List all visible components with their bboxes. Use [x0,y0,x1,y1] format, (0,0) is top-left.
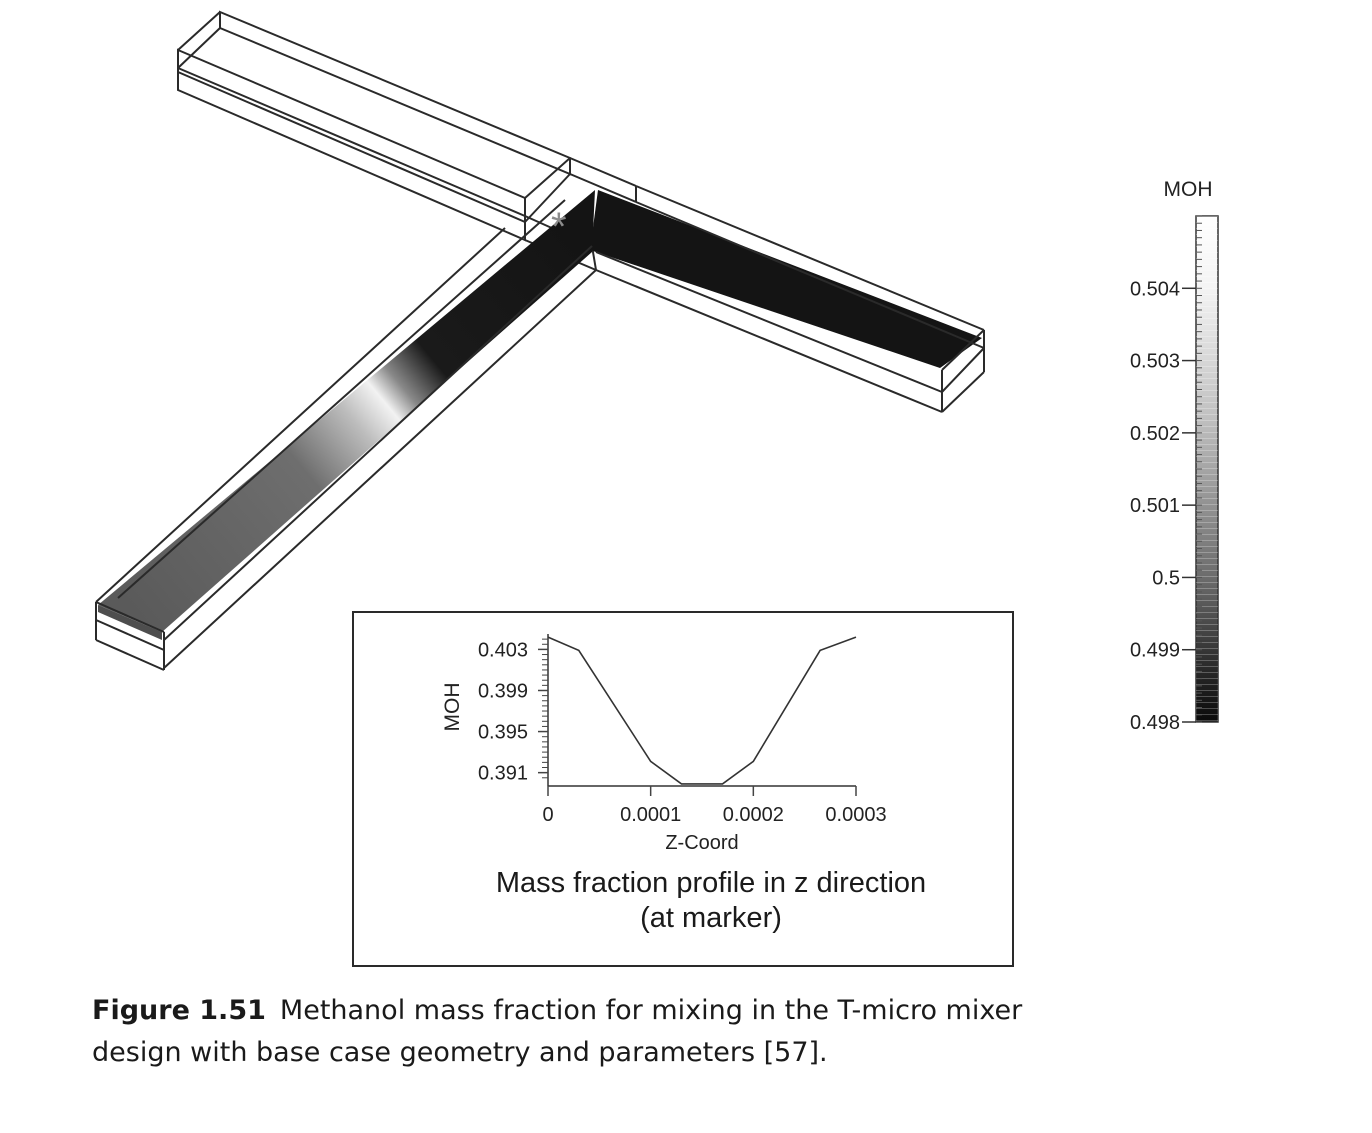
y-axis-label: MOH [441,683,464,732]
y-tick-label: 0.391 [478,763,528,785]
t-mixer-geometry: * [95,10,985,671]
inlet-arm-left [177,10,571,242]
inset-title-line1: Mass fraction profile in z direction [496,867,926,899]
colorbar-tick-label: 0.5 [1152,567,1180,589]
colorbar-tick-label: 0.503 [1130,351,1180,373]
figure-label: Figure 1.51 [92,995,266,1026]
series-group [547,636,857,785]
x-ticks: 0 0.0001 0.0002 0.0003 [542,786,887,826]
colorbar-tick-labels: 0.504 0.503 0.502 0.501 0.5 0.499 0.498 [1130,278,1196,734]
inset-line-chart: 0.403 0.399 0.395 0.391 0 0.0001 0.0002 0.0003… [441,634,887,854]
y-minor-ticks: 0.403 0.399 0.395 0.391 [478,638,548,785]
x-tick-label: 0.0002 [723,804,784,826]
y-tick-label: 0.403 [478,639,528,661]
inset-panel: 0.403 0.399 0.395 0.391 0 0.0001 0.0002 0.0003… [352,611,1014,967]
series-line [547,636,857,785]
caption-text: Methanol mass fraction for mixing in the… [92,995,1023,1068]
y-tick-label: 0.395 [478,722,528,744]
colorbar-tick-label: 0.504 [1130,278,1180,300]
outlet-arm-right [590,185,985,413]
colorbar-tick-label: 0.499 [1130,640,1180,662]
figure-caption: Figure 1.51 Methanol mass fraction for mi… [92,990,1032,1074]
lower-channel [95,190,597,671]
colorbar-tick-label: 0.498 [1130,712,1180,734]
marker-asterisk: * [551,205,567,249]
x-tick-label: 0.0003 [825,804,886,826]
colorbar: MOH 0.504 0.503 0.502 0.501 0.5 0.499 0.498 [1130,178,1219,734]
x-tick-label: 0 [542,804,553,826]
y-tick-label: 0.399 [478,680,528,702]
colorbar-tick-label: 0.502 [1130,423,1180,445]
inset-title-line2: (at marker) [640,902,782,934]
colorbar-tick-label: 0.501 [1130,495,1180,517]
x-tick-label: 0.0001 [620,804,681,826]
colorbar-minor-ticks [1196,215,1202,723]
x-axis-label: Z-Coord [665,832,738,854]
inset-frame [352,611,1014,967]
colorbar-title: MOH [1164,178,1213,201]
